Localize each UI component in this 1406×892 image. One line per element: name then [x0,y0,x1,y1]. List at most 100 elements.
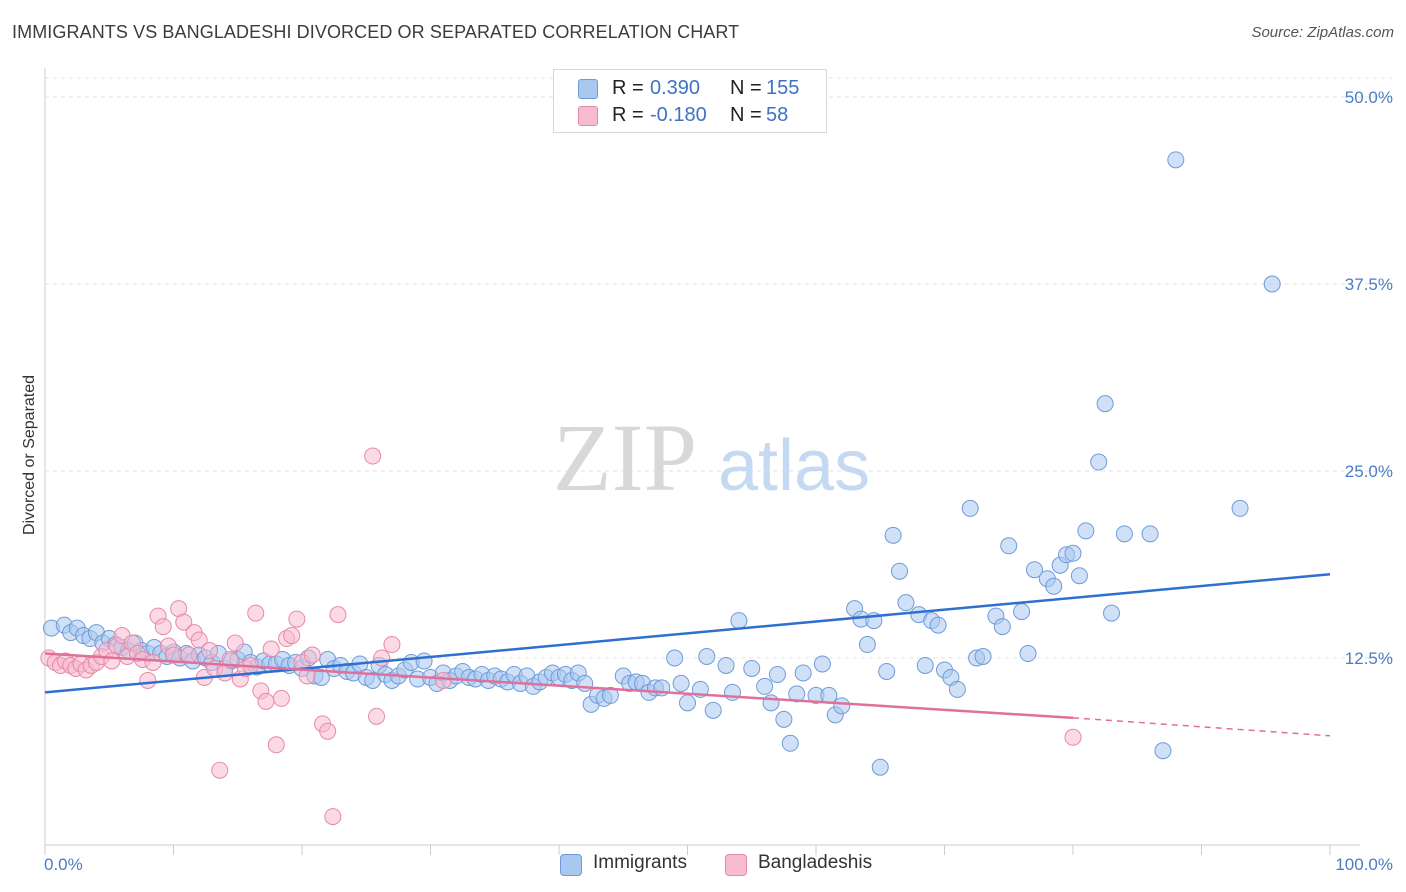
bottom-legend-label-immigrants: Immigrants [593,852,687,873]
gridlines [45,77,1392,659]
y-tick-label: 12.5% [1345,649,1393,668]
immigrants-point [1167,151,1185,169]
bangladeshis-point [221,650,239,668]
legend-swatch-immigrants [578,79,598,99]
immigrants-point [891,562,909,580]
watermark-zip: ZIP [553,404,697,511]
y-tick-label: 37.5% [1345,275,1393,294]
legend-row-immigrants: R = 0.390 N = 155 [554,75,826,101]
immigrants-point [929,616,947,634]
bangladeshis-point [364,447,382,465]
watermark: ZIP atlas [553,404,870,511]
legend-r-value: 0.390 [650,77,701,99]
immigrants-point [768,665,786,683]
immigrants-point [974,648,992,666]
immigrants-point [916,656,934,674]
bangladeshis-point [329,606,347,624]
immigrants-point [415,652,433,670]
immigrants-point [993,618,1011,636]
bangladeshis-point [272,689,290,707]
immigrants-point [858,636,876,654]
bangladeshis-point [190,631,208,649]
watermark-atlas: atlas [718,426,870,506]
immigrants-point [576,674,594,692]
trend-lines [44,572,1331,737]
axes [44,68,1360,855]
immigrants-point [1000,537,1018,555]
chart-title: IMMIGRANTS VS BANGLADESHI DIVORCED OR SE… [12,22,740,42]
y-axis-label: Divorced or Separated [21,375,38,535]
immigrants-point [788,685,806,703]
legend-r-label: R = [612,77,644,99]
bangladeshis-points [40,447,1082,826]
immigrants-point [961,499,979,517]
bangladeshis-point [257,692,275,710]
immigrants-point [1154,742,1172,760]
bangladeshis-point [288,610,306,628]
legend-n-label: N = [730,77,762,99]
immigrants-point [730,612,748,630]
bangladeshis-point [144,653,162,671]
bangladeshis-point [211,761,229,779]
immigrants-point [698,648,716,666]
legend-r-label: R = [612,104,644,126]
legend-n-value: 155 [766,77,800,99]
immigrants-point [1115,525,1133,543]
immigrants-point [1064,544,1082,562]
bangladeshis-point [319,722,337,740]
legend-n-label: N = [730,104,762,126]
bangladeshis-point [324,808,342,826]
immigrants-trend-line [44,572,1331,694]
immigrants-point [781,734,799,752]
immigrants-point [743,659,761,677]
immigrants-point [762,694,780,712]
immigrants-point [717,656,735,674]
immigrants-point [1045,577,1063,595]
bangladeshis-point [139,671,157,689]
bangladeshis-point [303,646,321,664]
bottom-legend-swatch-bangladeshis [725,854,747,876]
immigrants-point [871,758,889,776]
immigrants-point [775,710,793,728]
bangladeshis-point [200,642,218,660]
x-tick-label: 0.0% [44,855,83,874]
bangladeshis-point [283,627,301,645]
bangladeshis-point [154,618,172,636]
bangladeshis-point [267,736,285,754]
immigrants-point [1025,561,1043,579]
immigrants-point [897,594,915,612]
bottom-legend-label-bangladeshis: Bangladeshis [758,852,873,873]
immigrants-point [666,649,684,667]
y-tick-label: 50.0% [1345,88,1393,107]
immigrants-point [1231,499,1249,517]
bangladeshis-point [434,671,452,689]
bangladeshis-point [262,640,280,658]
bottom-legend-swatch-immigrants [560,854,582,876]
immigrants-point [833,697,851,715]
legend-swatch-bangladeshis [578,106,598,126]
immigrants-point [704,701,722,719]
bangladeshis-point [226,634,244,652]
immigrants-point [601,686,619,704]
legend-n-value: 58 [766,104,789,126]
immigrants-point [1263,275,1281,293]
bangladeshis-point [383,636,401,654]
immigrants-point [1141,525,1159,543]
bangladeshis-trend-line [44,652,1074,720]
bangladeshis-point [180,646,198,664]
source-label: Source: ZipAtlas.com [1251,24,1394,41]
bangladeshis-point [368,707,386,725]
bangladeshis-trend-extension [1072,717,1331,737]
legend-r-value: -0.180 [650,104,707,126]
legend-row-bangladeshis: R = -0.180 N = 58 [554,102,826,128]
bangladeshis-point [1064,728,1082,746]
immigrants-point [1096,395,1114,413]
tick-labels: 12.5% 25.0% 37.5% 50.0% 0.0% 100.0% [44,88,1393,874]
immigrants-point [1013,603,1031,621]
immigrants-point [948,680,966,698]
y-tick-label: 25.0% [1345,462,1393,481]
immigrants-point [756,677,774,695]
immigrants-point [794,664,812,682]
immigrants-point [878,662,896,680]
